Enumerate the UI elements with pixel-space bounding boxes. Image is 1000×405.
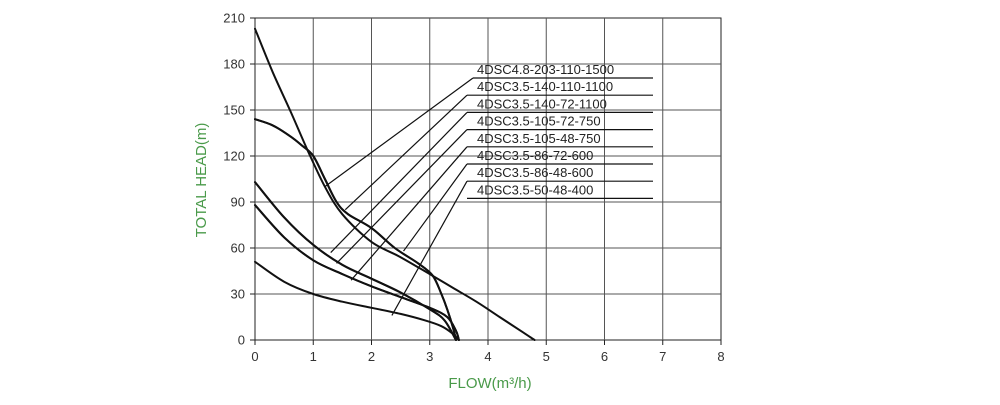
legend-label: 4DSC3.5-105-72-750 <box>477 114 601 129</box>
legend-pointer <box>344 94 468 211</box>
legend-label: 4DSC3.5-140-72-1100 <box>477 96 607 111</box>
legend-label: 4DSC3.5-50-48-400 <box>477 182 593 197</box>
x-tick-label: 3 <box>426 349 433 364</box>
legend-pointer <box>336 129 468 264</box>
legend-pointer <box>391 180 468 316</box>
legend-label: 4DSC3.5-105-48-750 <box>477 131 601 146</box>
x-tick-label: 7 <box>659 349 666 364</box>
y-tick-label: 0 <box>238 333 245 348</box>
legend-label: 4DSC3.5-140-110-1100 <box>477 79 613 94</box>
y-axis-title: TOTAL HEAD(m) <box>193 123 210 238</box>
x-tick-label: 5 <box>543 349 550 364</box>
x-tick-label: 8 <box>717 349 724 364</box>
y-tick-label: 150 <box>223 103 245 118</box>
legend-pointer <box>350 146 468 281</box>
x-tick-label: 6 <box>601 349 608 364</box>
x-tick-label: 0 <box>251 349 258 364</box>
y-tick-label: 120 <box>223 149 245 164</box>
legend-pointer <box>403 163 468 252</box>
tick-labels: 0 1 2 3 4 5 6 7 8 0 30 60 90 120 150 180 210 <box>223 11 724 365</box>
legend-pointer <box>330 111 468 254</box>
series-line-4 <box>254 181 457 341</box>
series-line-0 <box>254 27 536 341</box>
x-tick-label: 2 <box>368 349 375 364</box>
legend-pointer <box>324 77 474 188</box>
legend: 4DSC4.8-203-110-1500 4DSC3.5-140-110-1100… <box>324 62 653 316</box>
series-lines <box>254 27 536 341</box>
legend-label: 4DSC3.5-86-48-600 <box>477 165 593 180</box>
y-tick-label: 210 <box>223 11 245 26</box>
legend-label: 4DSC3.5-86-72-600 <box>477 148 593 163</box>
x-axis-title: FLOW(m³/h) <box>448 375 531 392</box>
series-line-3 <box>254 181 457 341</box>
y-tick-label: 60 <box>231 241 245 256</box>
series-line-2 <box>254 118 457 341</box>
y-tick-label: 30 <box>231 287 245 302</box>
y-tick-label: 90 <box>231 195 245 210</box>
x-tick-label: 1 <box>310 349 317 364</box>
series-line-7 <box>254 260 460 341</box>
x-tick-label: 4 <box>484 349 491 364</box>
series-line-6 <box>254 204 460 341</box>
y-tick-label: 180 <box>223 57 245 72</box>
legend-label: 4DSC4.8-203-110-1500 <box>477 62 614 77</box>
